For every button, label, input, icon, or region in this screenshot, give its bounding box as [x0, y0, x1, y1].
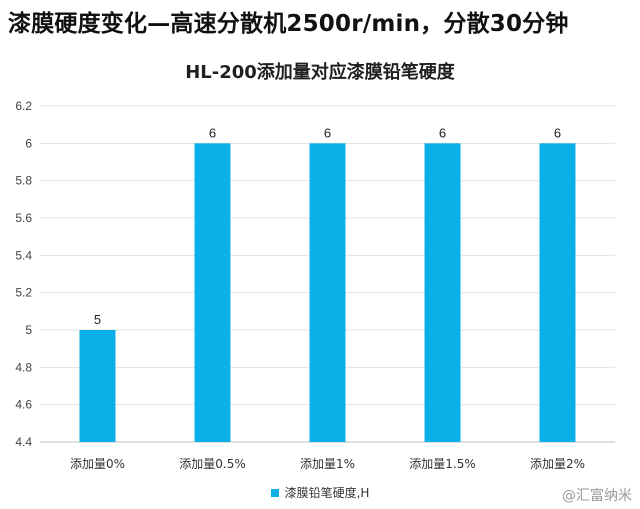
legend-swatch: [270, 489, 279, 497]
legend-label: 漆膜铅笔硬度,H: [284, 486, 370, 500]
y-tick-label: 6: [25, 136, 32, 150]
y-tick-label: 5.4: [15, 248, 32, 262]
x-tick-label: 添加量1%: [300, 457, 355, 471]
bar: [309, 143, 346, 443]
data-label: 5: [94, 312, 101, 327]
data-label: 6: [554, 125, 561, 140]
bar: [194, 143, 231, 443]
bar: [79, 330, 116, 442]
y-tick-label: 4.6: [15, 398, 32, 412]
y-tick-label: 5.8: [15, 174, 32, 188]
x-tick-label: 添加量0%: [70, 457, 125, 471]
y-tick-label: 6.2: [15, 99, 32, 113]
y-tick-label: 4.8: [15, 360, 32, 374]
x-tick-label: 添加量0.5%: [179, 457, 246, 471]
data-label: 6: [324, 125, 331, 140]
watermark: @汇富纳米: [562, 488, 632, 504]
y-tick-label: 4.4: [15, 435, 32, 449]
legend: 漆膜铅笔硬度,H: [0, 484, 640, 501]
bar: [424, 143, 461, 443]
bar: [539, 143, 576, 443]
data-label: 6: [209, 125, 216, 140]
x-tick-label: 添加量2%: [530, 457, 585, 471]
chart-title: HL-200添加量对应漆膜铅笔硬度: [185, 62, 455, 83]
y-tick-label: 5.6: [15, 211, 32, 225]
y-tick-label: 5.2: [15, 286, 32, 300]
data-label: 6: [439, 125, 446, 140]
page-heading: 漆膜硬度变化—高速分散机2500r/min，分散30分钟: [8, 11, 569, 37]
x-tick-label: 添加量1.5%: [409, 457, 476, 471]
y-tick-label: 5: [25, 323, 32, 337]
